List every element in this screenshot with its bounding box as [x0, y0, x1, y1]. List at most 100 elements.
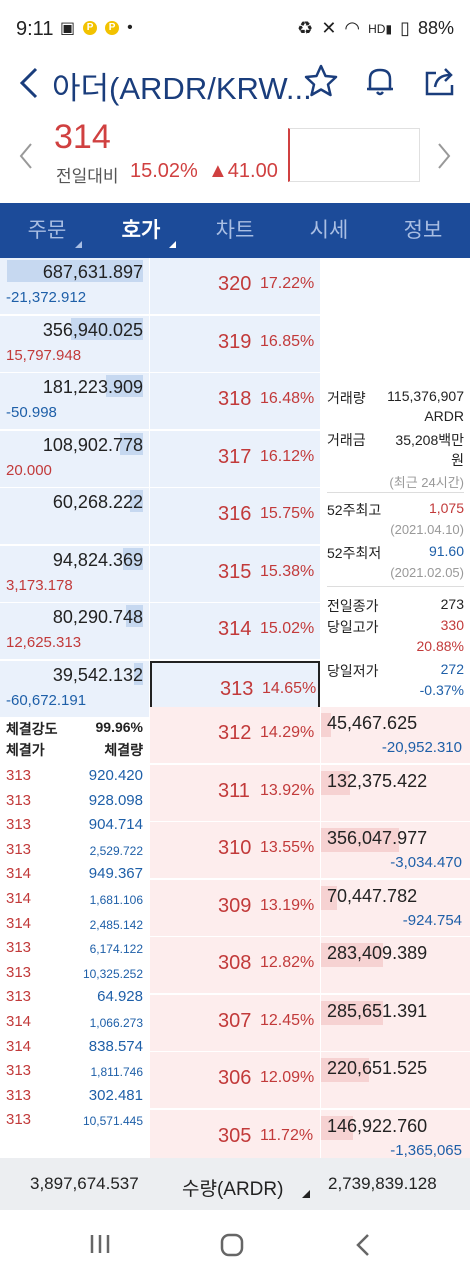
bid-price: 307 — [218, 1010, 252, 1032]
ask-quantity-cell[interactable]: 80,290.748 12,625.313 — [0, 603, 149, 660]
bid-price-cell[interactable]: 310 13.55% — [150, 822, 320, 879]
ask-quantity: 39,542.132 — [52, 665, 143, 685]
ask-quantity-cell[interactable]: 60,268.222 — [0, 488, 149, 545]
current-price: 314 — [54, 118, 111, 156]
bid-price: 309 — [218, 895, 252, 917]
trade-row: 313 10,571.445 — [6, 1111, 143, 1135]
bid-price-cell[interactable]: 306 12.09% — [150, 1052, 320, 1109]
bid-quantity-cell[interactable]: 220,651.525 — [321, 1052, 470, 1109]
trade-quantity: 10,325.252 — [82, 966, 143, 981]
ask-quantity-change: -21,372.912 — [6, 289, 87, 306]
wifi-icon: ◠ — [344, 18, 361, 38]
ask-quantity-change: 15,797.948 — [6, 347, 82, 364]
bid-quantity-cell[interactable]: 283,409.389 — [321, 937, 470, 994]
ask-price: 317 — [218, 446, 252, 468]
trade-price: 313 — [6, 1111, 32, 1129]
trade-price: 313 — [6, 1062, 32, 1080]
ask-rate: 16.48% — [260, 390, 315, 407]
tab-info[interactable]: 정보 — [403, 219, 443, 242]
info-panel: 거래량 115,376,907 ARDR 거래금 35,208백만 원 (최근 24… — [321, 258, 470, 707]
ask-quantity-cell[interactable]: 181,223.909 -50.998 — [0, 373, 149, 430]
ask-quantity-cell[interactable]: 94,824.369 3,173.178 — [0, 546, 149, 603]
ask-price: 313 — [220, 678, 254, 700]
trade-row: 313 2,529.722 — [6, 841, 143, 865]
bid-price-cell[interactable]: 309 13.19% — [150, 880, 320, 937]
trade-quantity: 1,811.746 — [90, 1065, 144, 1080]
trade-quantity: 2,485.142 — [89, 917, 143, 932]
bid-quantity-cell[interactable]: 146,922.760 -1,365,065 — [321, 1110, 470, 1167]
bid-quantity-cell[interactable]: 285,651.391 — [321, 995, 470, 1052]
ask-price-cell[interactable]: 319 16.85% — [150, 316, 320, 373]
ask-price-cell[interactable]: 317 16.12% — [150, 431, 320, 488]
order-book: 거래량 115,376,907 ARDR 거래금 35,208백만 원 (최근 24… — [0, 258, 470, 1167]
ask-price-cell[interactable]: 315 15.38% — [150, 546, 320, 603]
p-app-icon: P — [83, 21, 98, 35]
bid-volume-bar — [321, 1116, 353, 1140]
tab-orderbook[interactable]: 호가 — [94, 203, 188, 258]
bid-quantity-change: -1,365,065 — [390, 1142, 462, 1159]
back-nav-icon[interactable] — [354, 1232, 372, 1258]
ask-quantity: 356,940.025 — [42, 320, 143, 340]
trade-row: 313 302.481 — [6, 1087, 143, 1111]
bid-quantity: 132,375.422 — [327, 771, 428, 791]
bid-volume-bar — [321, 828, 399, 852]
ask-volume-bar — [106, 375, 143, 397]
bid-quantity-cell[interactable]: 356,047.977 -3,034.470 — [321, 822, 470, 879]
bell-icon[interactable] — [362, 63, 398, 99]
ask-quantity-change: -50.998 — [6, 404, 57, 421]
ask-price-cell[interactable]: 314 15.02% — [150, 603, 320, 660]
tab-order[interactable]: 주문 — [0, 203, 94, 258]
ask-quantity-cell[interactable]: 687,631.897 -21,372.912 — [0, 258, 149, 315]
ask-price-cell[interactable]: 316 15.75% — [150, 488, 320, 545]
bid-price: 310 — [218, 837, 252, 859]
change-label: 전일대비 — [56, 167, 119, 186]
ask-total: 3,897,674.537 — [30, 1174, 139, 1193]
day-low-label: 당일저가 — [327, 663, 379, 679]
volume-label: 거래량 — [327, 390, 366, 406]
recent-apps-icon[interactable] — [88, 1232, 112, 1256]
bid-rate: 12.45% — [260, 1012, 315, 1029]
bid-quantity: 283,409.389 — [327, 943, 428, 963]
high52-label: 52주최고 — [327, 502, 382, 518]
ask-quantity-cell[interactable]: 108,902.778 20.000 — [0, 431, 149, 488]
trade-price: 313 — [6, 791, 32, 809]
ask-price-cell[interactable]: 320 17.22% — [150, 258, 320, 315]
trade-price: 313 — [6, 939, 32, 957]
bid-quantity-cell[interactable]: 70,447.782 -924.754 — [321, 880, 470, 937]
bid-price-cell[interactable]: 307 12.45% — [150, 995, 320, 1052]
next-coin-icon[interactable] — [436, 142, 452, 170]
bid-price-cell[interactable]: 308 12.82% — [150, 937, 320, 994]
trade-quantity: 64.928 — [97, 988, 143, 1006]
bid-quantity: 70,447.782 — [327, 886, 418, 906]
ask-quantity: 181,223.909 — [42, 377, 143, 397]
share-icon[interactable] — [422, 63, 458, 99]
prev-close-label: 전일종가 — [327, 598, 379, 614]
bid-quantity-cell[interactable]: 132,375.422 — [321, 765, 470, 822]
trade-qty-header: 체결량 — [104, 742, 143, 758]
bid-quantity-cell[interactable]: 45,467.625 -20,952.310 — [321, 707, 470, 764]
trade-row: 314 1,681.106 — [6, 890, 143, 914]
unit-selector[interactable]: 수량(ARDR) — [182, 1179, 284, 1200]
vibrate-icon: ✕ — [321, 18, 337, 38]
bid-rate: 14.29% — [260, 724, 315, 741]
mini-chart[interactable] — [288, 128, 420, 182]
volume-value: 115,376,907 — [387, 388, 464, 404]
prev-coin-icon[interactable] — [18, 142, 34, 170]
ask-quantity: 94,824.369 — [52, 550, 143, 570]
trade-quantity: 1,681.106 — [89, 893, 143, 907]
bid-price: 312 — [218, 722, 252, 744]
ask-quantity-cell[interactable]: 356,940.025 15,797.948 — [0, 316, 149, 373]
star-icon[interactable] — [303, 63, 339, 99]
ask-price-cell[interactable]: 318 16.48% — [150, 373, 320, 430]
bid-price-cell[interactable]: 311 13.92% — [150, 765, 320, 822]
trade-quantity: 2,529.722 — [89, 843, 143, 858]
ask-quantity-cell[interactable]: 39,542.132 -60,672.191 — [0, 661, 149, 718]
back-icon[interactable] — [16, 63, 46, 103]
tab-chart[interactable]: 차트 — [215, 219, 255, 242]
bid-price-cell[interactable]: 312 14.29% — [150, 707, 320, 764]
tab-quotes[interactable]: 시세 — [309, 219, 349, 242]
bid-rate: 13.55% — [260, 839, 315, 856]
trade-quantity: 928.098 — [88, 791, 143, 809]
home-icon[interactable] — [219, 1232, 245, 1258]
trade-row: 313 904.714 — [6, 816, 143, 840]
